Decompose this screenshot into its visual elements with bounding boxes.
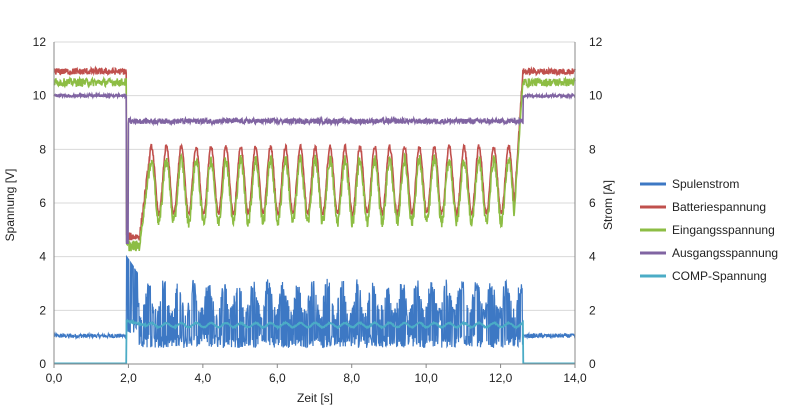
y-left-axis-title: Spannung [V]	[3, 169, 17, 242]
y-right-tick-label: 12	[589, 35, 603, 49]
y-right-tick-label: 10	[589, 89, 603, 103]
y-right-tick-label: 4	[589, 250, 596, 264]
series-eingangsspannung	[53, 75, 576, 252]
y-right-tick-label: 6	[589, 196, 596, 210]
x-tick-label: 2,0	[120, 371, 137, 385]
y-right-tick-label: 2	[589, 303, 596, 317]
legend-label: Spulenstrom	[672, 177, 739, 191]
x-tick-label: 8,0	[343, 371, 360, 385]
y-right-axis-title: Strom [A]	[601, 180, 615, 230]
series-ausgangsspannung	[53, 91, 576, 245]
x-tick-label: 0,0	[46, 371, 63, 385]
legend-label: Batteriespannung	[672, 200, 766, 214]
x-axis-title: Zeit [s]	[297, 391, 333, 405]
y-left-tick-label: 4	[39, 250, 46, 264]
legend-label: Eingangsspannung	[672, 223, 775, 237]
y-left-tick-label: 12	[33, 35, 47, 49]
y-left-tick-labels: 0 2 4 6 8 10 12	[33, 35, 47, 371]
y-left-tick-label: 8	[39, 142, 46, 156]
legend-item: COMP-Spannung	[640, 269, 767, 283]
x-tick-label: 14,0	[563, 371, 587, 385]
y-right-tick-label: 0	[589, 357, 596, 371]
x-tick-labels: 0,0 2,0 4,0 6,0 8,0 10,0 12,0 14,0	[46, 364, 587, 385]
legend: Spulenstrom Batteriespannung Eingangsspann…	[640, 177, 778, 283]
y-left-tick-label: 10	[33, 89, 47, 103]
series-comp-spannung	[54, 318, 575, 365]
legend-item: Ausgangsspannung	[640, 246, 778, 260]
series-lines	[53, 65, 576, 365]
axes	[53, 42, 576, 365]
x-tick-label: 12,0	[489, 371, 513, 385]
legend-label: COMP-Spannung	[672, 269, 767, 283]
legend-item: Eingangsspannung	[640, 223, 775, 237]
y-right-tick-label: 8	[589, 142, 596, 156]
x-tick-label: 6,0	[269, 371, 286, 385]
x-tick-label: 10,0	[414, 371, 438, 385]
y-right-tick-labels: 0 2 4 6 8 10 12	[589, 35, 603, 371]
series-spulenstrom	[53, 254, 576, 349]
y-left-tick-label: 0	[39, 357, 46, 371]
legend-label: Ausgangsspannung	[672, 246, 778, 260]
legend-item: Spulenstrom	[640, 177, 739, 191]
y-left-tick-label: 6	[39, 196, 46, 210]
y-left-tick-label: 2	[39, 303, 46, 317]
x-tick-label: 4,0	[195, 371, 212, 385]
series-batteriespannung	[53, 65, 576, 241]
legend-item: Batteriespannung	[640, 200, 766, 214]
